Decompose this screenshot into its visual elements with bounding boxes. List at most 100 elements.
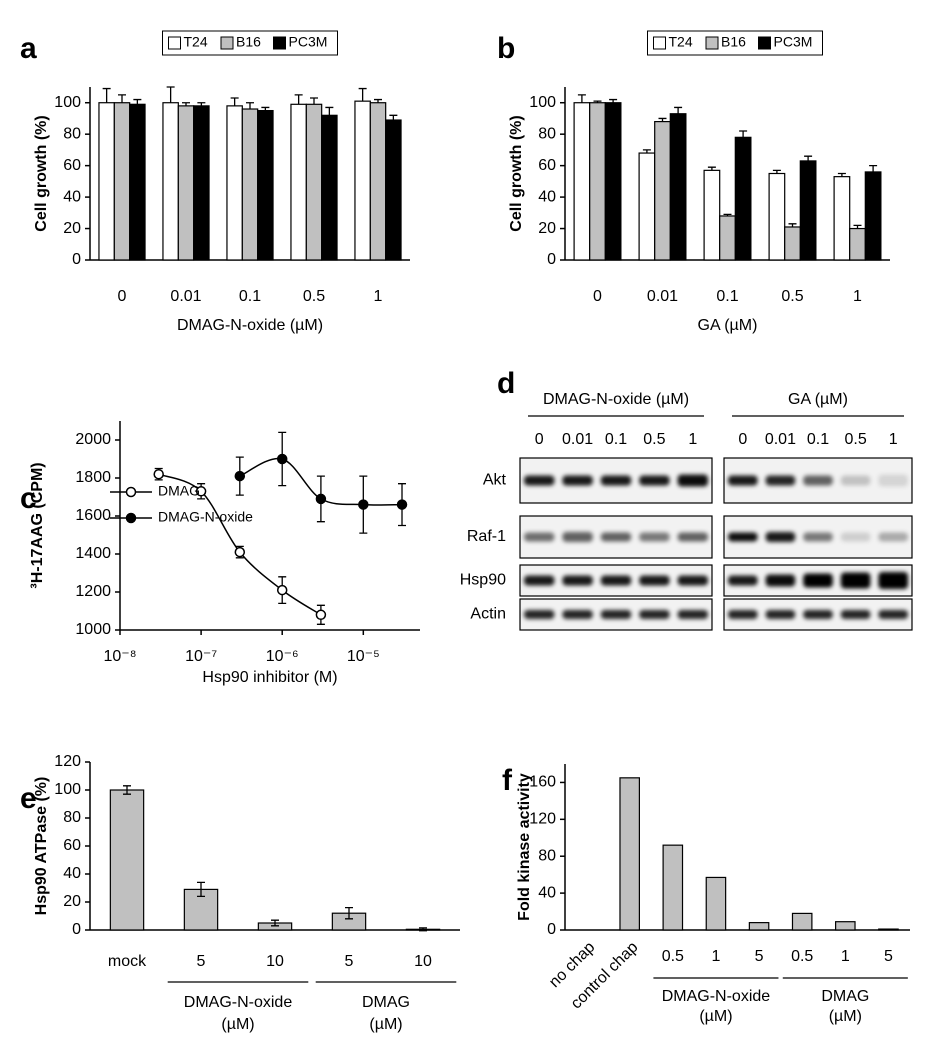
error-bar <box>869 164 878 172</box>
error-bar <box>593 100 602 103</box>
error-bar <box>123 785 131 795</box>
panel-letter: a <box>20 32 37 65</box>
legend-box <box>162 30 338 56</box>
bar <box>835 921 856 931</box>
panel-letter: d <box>497 367 515 400</box>
lane-label: 1 <box>688 431 697 448</box>
legend-swatch <box>705 36 719 50</box>
band <box>728 575 758 586</box>
bar <box>290 103 307 261</box>
bar <box>833 176 851 261</box>
y-tick-label: 1600 <box>75 507 111 524</box>
band <box>677 532 708 542</box>
lane-label: 0 <box>738 431 747 448</box>
x-tick-label: 0.5 <box>303 288 325 305</box>
band <box>728 532 758 542</box>
band <box>803 475 833 486</box>
legend-label: DMAG <box>158 483 200 499</box>
band <box>639 532 670 542</box>
lane-label: 0.1 <box>605 431 627 448</box>
y-tick-label: 80 <box>63 809 81 826</box>
error-bar <box>345 906 353 920</box>
band <box>562 575 593 586</box>
y-tick-label: 0 <box>72 251 81 268</box>
legend-label: PC3M <box>774 34 813 50</box>
legend-label: B16 <box>721 34 746 50</box>
lane-label: 0.5 <box>643 431 665 448</box>
band <box>600 475 632 486</box>
bar <box>305 103 323 261</box>
bar <box>113 102 131 261</box>
y-tick-label: 80 <box>538 847 556 864</box>
group-label: DMAG-N-oxide <box>184 994 293 1011</box>
y-axis-title: Cell growth (%) <box>33 115 50 231</box>
y-tick-label: 40 <box>63 865 81 882</box>
y-tick-label: 40 <box>538 188 556 205</box>
y-axis-title: Fold kinase activity <box>516 773 533 921</box>
point <box>315 609 327 621</box>
group-unit: (µM) <box>829 1008 862 1025</box>
point <box>276 584 288 596</box>
x-tick-label: 0.01 <box>170 288 201 305</box>
x-tick-label: 10⁻⁵ <box>347 648 380 665</box>
bar <box>799 160 817 261</box>
x-tick-label: mock <box>108 953 147 970</box>
band <box>878 610 908 619</box>
error-bar <box>325 106 334 116</box>
band <box>803 573 833 588</box>
row-label: Hsp90 <box>460 572 506 589</box>
band <box>803 532 833 542</box>
x-tick-label: 5 <box>755 948 764 965</box>
bar <box>849 227 866 261</box>
y-axis-title: Hsp90 ATPase (%) <box>33 777 50 916</box>
error-bar <box>723 213 732 216</box>
bar <box>864 171 882 261</box>
blot-group-title: GA (µM) <box>788 391 848 408</box>
bar <box>703 169 721 261</box>
error-bar <box>358 87 367 102</box>
band <box>728 475 758 486</box>
x-tick-label: 0 <box>593 288 602 305</box>
bar <box>734 136 752 261</box>
panel-letter: b <box>497 32 515 65</box>
band <box>765 610 796 619</box>
bar <box>109 789 145 931</box>
bar <box>705 876 727 931</box>
bar <box>719 215 736 261</box>
lane-label: 0.5 <box>844 431 866 448</box>
error-bar <box>772 169 781 174</box>
x-axis-title: GA (µM) <box>698 317 758 334</box>
error-bar <box>166 86 175 103</box>
point <box>153 468 164 480</box>
legend-marker <box>125 486 137 498</box>
bar <box>784 226 801 261</box>
y-tick-label: 160 <box>529 774 556 791</box>
y-tick-label: 20 <box>63 220 81 237</box>
blot-group-title: DMAG-N-oxide (µM) <box>543 391 689 408</box>
band <box>677 474 708 487</box>
bar <box>241 108 259 261</box>
error-bar <box>182 102 190 106</box>
bar <box>589 102 606 261</box>
bar <box>177 105 195 261</box>
x-tick-label: 0 <box>118 288 127 305</box>
group-label: DMAG-N-oxide <box>662 988 771 1005</box>
y-tick-label: 80 <box>63 125 81 142</box>
band <box>524 532 555 542</box>
error-bar <box>102 87 111 103</box>
bar <box>768 172 786 261</box>
y-axis-title: ³H-17AAG (CPM) <box>29 462 46 588</box>
point <box>195 486 207 497</box>
error-bar <box>674 106 683 114</box>
legend-label: PC3M <box>289 34 328 50</box>
bar <box>654 120 671 261</box>
bar <box>573 102 591 261</box>
error-bar <box>609 98 618 103</box>
lane-label: 0.01 <box>765 431 796 448</box>
band <box>639 610 670 619</box>
x-tick-label: 10⁻⁸ <box>104 648 137 665</box>
bar <box>791 912 813 931</box>
panel-letter: f <box>502 764 513 797</box>
band <box>524 475 555 486</box>
